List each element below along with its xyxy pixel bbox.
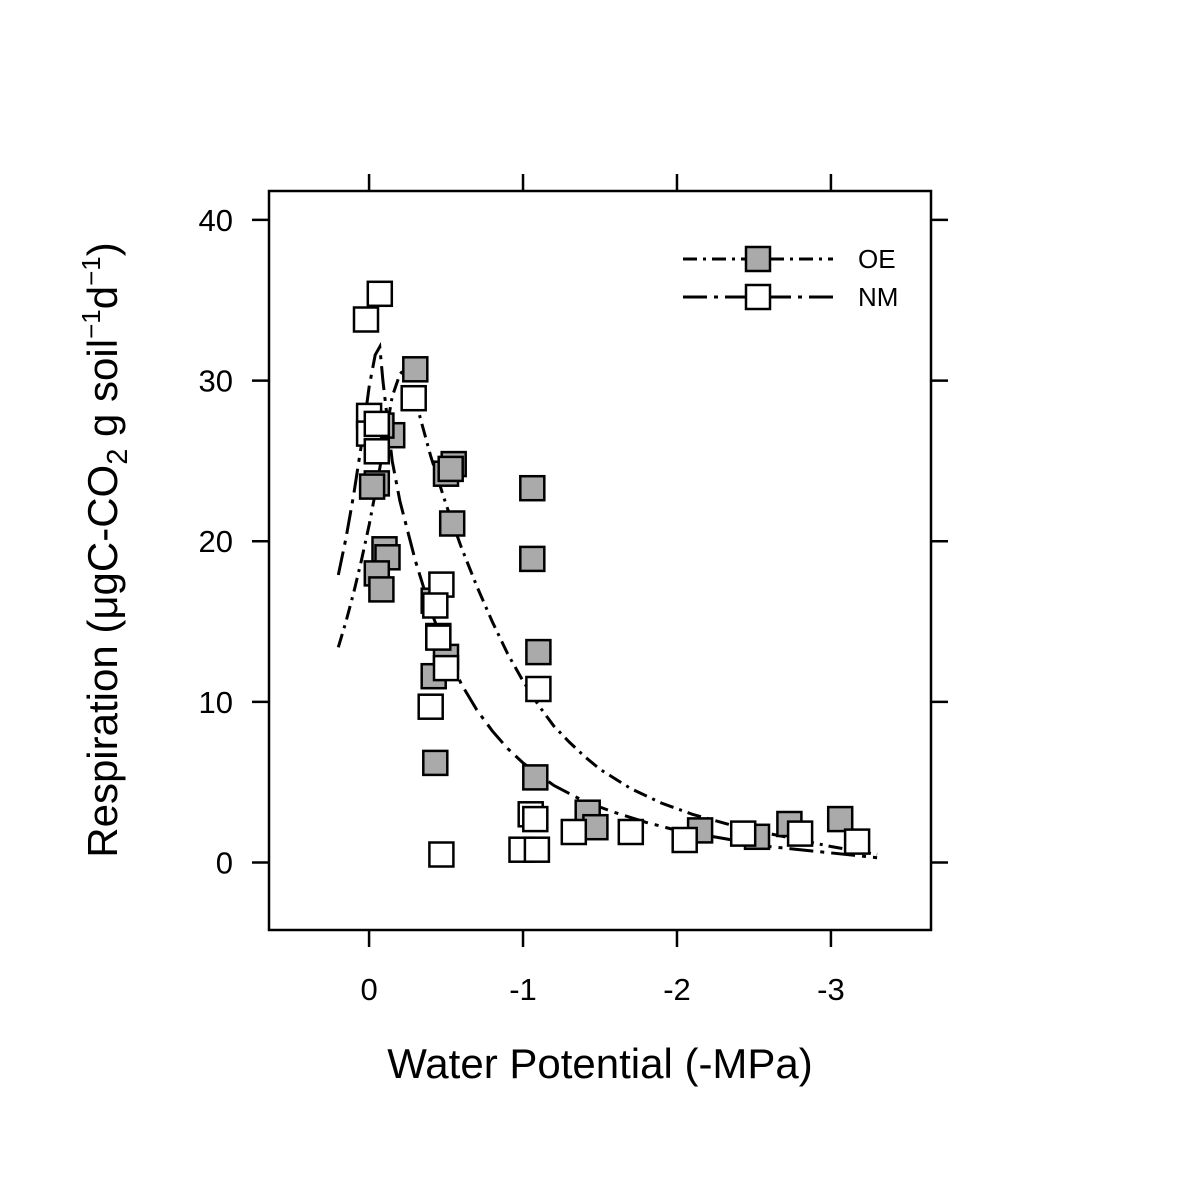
legend: OE NM <box>683 244 898 312</box>
y-axis-label-sup2: −1 <box>76 256 106 286</box>
point-nm <box>729 820 757 847</box>
point-oe <box>368 576 395 603</box>
data-points <box>352 280 871 868</box>
x-tick-label: -1 <box>509 972 537 1007</box>
legend-item-oe: OE <box>683 244 896 274</box>
axis-ticks: 0 -1 -2 -3 0 10 20 30 40 <box>199 174 948 1007</box>
y-axis-label-sub: 2 <box>102 449 134 465</box>
y-axis-label-sup1: −1 <box>76 309 106 339</box>
y-axis-label: Respiration (μgC-CO2 g soil−1d−1) <box>76 242 134 858</box>
legend-item-nm: NM <box>683 282 898 312</box>
point-oe <box>437 455 464 483</box>
fit-curve-nm <box>336 341 878 860</box>
plot-frame <box>267 189 933 932</box>
y-axis-label-prefix: Respiration (μgC-CO <box>79 465 126 858</box>
point-oe <box>438 510 466 537</box>
point-oe <box>358 473 386 500</box>
point-oe <box>519 545 546 573</box>
point-oe <box>519 474 546 502</box>
point-nm <box>422 592 449 619</box>
y-axis-label-suffix: ) <box>79 242 126 256</box>
point-nm <box>671 826 698 854</box>
point-oe <box>525 638 552 666</box>
x-tick-label: -2 <box>663 972 691 1007</box>
point-nm <box>428 841 455 868</box>
point-nm <box>525 675 552 703</box>
x-tick-label: -3 <box>817 972 845 1007</box>
y-tick-label: 10 <box>199 685 233 720</box>
point-nm <box>432 654 460 682</box>
point-nm <box>352 306 380 333</box>
point-oe <box>522 764 549 791</box>
y-tick-label: 20 <box>199 524 233 559</box>
point-nm <box>523 836 551 863</box>
legend-label-oe: OE <box>858 244 896 274</box>
point-nm <box>560 818 588 846</box>
point-nm <box>363 438 391 465</box>
point-oe <box>402 356 429 383</box>
point-oe <box>422 749 449 777</box>
legend-marker-oe <box>744 245 772 273</box>
point-nm <box>843 828 871 855</box>
y-axis-label-middle: g soil <box>79 339 126 449</box>
point-nm <box>366 280 394 308</box>
point-oe <box>826 805 854 833</box>
y-axis-label-d: d <box>79 286 126 309</box>
y-tick-label: 30 <box>199 364 233 399</box>
point-nm <box>400 384 427 412</box>
point-nm <box>786 820 814 847</box>
legend-marker-nm <box>744 283 772 311</box>
point-nm <box>522 805 549 833</box>
point-nm <box>425 624 452 651</box>
point-oe <box>582 813 609 841</box>
point-nm <box>417 693 444 720</box>
legend-label-nm: NM <box>858 282 898 312</box>
y-tick-label: 40 <box>199 203 233 238</box>
point-nm <box>617 818 645 846</box>
point-nm <box>363 410 391 438</box>
x-tick-label: 0 <box>360 972 377 1007</box>
x-axis-label: Water Potential (-MPa) <box>387 1040 813 1087</box>
y-tick-label: 0 <box>216 846 233 881</box>
